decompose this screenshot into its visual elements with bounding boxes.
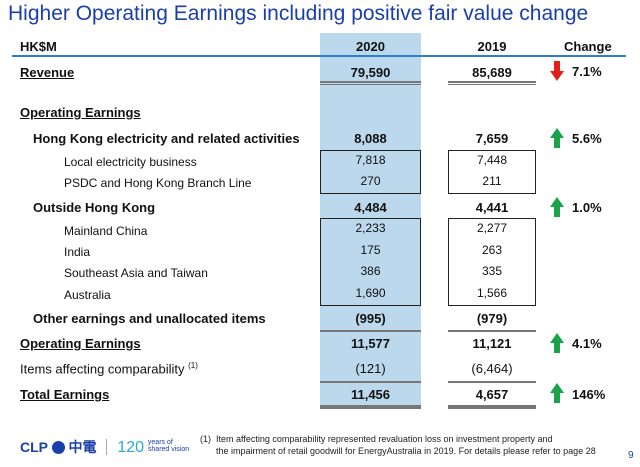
footnote-ref: (1): [188, 361, 198, 370]
rule: [448, 381, 536, 383]
header-divider: [12, 55, 626, 57]
value-2020: 8,088: [354, 131, 387, 146]
up-arrow-icon: [550, 197, 564, 217]
col-2019-header: 2019: [477, 39, 507, 54]
row-label-total-earnings: Total Earnings: [20, 387, 110, 402]
change-value: 5.6%: [572, 131, 602, 146]
row-label: Other earnings and unallocated items: [33, 311, 266, 326]
col-change-header: Change: [564, 39, 612, 54]
value-2019: 2,277: [476, 221, 508, 235]
value-2020: (995): [355, 311, 386, 326]
value-2019: 7,659: [475, 131, 509, 146]
row-label: Southeast Asia and Taiwan: [64, 266, 208, 280]
logo-divider: [106, 439, 108, 455]
sub-box-2019: [448, 218, 536, 306]
clp-logo: CLP 中電 120 years of shared vision: [20, 437, 192, 457]
rule: [320, 330, 421, 332]
value-2020: 11,577: [350, 336, 391, 351]
page-title: Higher Operating Earnings including posi…: [8, 2, 589, 25]
double-rule: [448, 81, 536, 85]
value-2020: 2,233: [355, 221, 386, 235]
value-2019: 1,566: [476, 286, 508, 300]
up-arrow-icon: [550, 383, 564, 403]
logo-tagline: years of shared vision: [147, 439, 190, 453]
value-2019: 7,448: [476, 153, 508, 167]
value-2019: 85,689: [472, 65, 512, 80]
footnote-marker: (1): [200, 434, 211, 444]
footnote-line-1: Item affecting comparability represented…: [216, 434, 553, 444]
value-2019: 4,657: [475, 387, 509, 402]
row-label: Local electricity business: [64, 155, 197, 169]
value-2019: 4,441: [475, 200, 509, 215]
row-label: Mainland China: [64, 224, 148, 238]
sub-box-2020: [320, 150, 421, 194]
row-label-operating-earnings-total: Operating Earnings: [20, 336, 141, 351]
row-label: Hong Kong electricity and related activi…: [33, 131, 300, 146]
value-2019: 335: [481, 264, 503, 278]
up-arrow-icon: [550, 128, 564, 148]
row-label: Items affecting comparability (1): [20, 361, 198, 376]
value-2020: (121): [355, 361, 386, 376]
row-label: Outside Hong Kong: [33, 200, 156, 215]
change-value: 7.1%: [572, 64, 602, 79]
logo-brand: CLP: [20, 439, 48, 455]
down-arrow-icon: [550, 61, 564, 81]
thick-rule: [320, 405, 421, 409]
rule: [320, 381, 421, 383]
up-arrow-icon: [550, 333, 564, 353]
change-value: 146%: [572, 387, 606, 402]
row-label-text: Items affecting comparability: [20, 361, 185, 377]
logo-anniversary: 120: [117, 439, 145, 456]
change-value: 1.0%: [572, 200, 602, 215]
row-label-revenue: Revenue: [20, 65, 75, 80]
value-2020: 175: [360, 243, 381, 257]
logo-chinese: 中電: [68, 439, 97, 455]
unit-header: HK$M: [20, 39, 57, 54]
value-2019: (6,464): [471, 361, 513, 376]
value-2020: 4,484: [354, 200, 387, 215]
row-label: India: [64, 245, 91, 259]
double-rule: [320, 81, 421, 85]
sub-box-2019: [448, 150, 536, 194]
row-label: PSDC and Hong Kong Branch Line: [64, 176, 252, 190]
value-2019: 11,121: [472, 336, 512, 351]
row-label: Australia: [64, 288, 111, 302]
value-2019: (979): [476, 311, 508, 326]
value-2020: 1,690: [355, 286, 386, 300]
sub-box-2020: [320, 218, 421, 306]
value-2020: 7,818: [355, 153, 386, 167]
value-2020: 270: [360, 174, 381, 188]
thick-rule: [448, 405, 536, 409]
rule: [448, 330, 536, 332]
value-2020: 11,456: [350, 387, 391, 402]
value-2020: 386: [360, 264, 381, 278]
highlight-2020-column: [320, 33, 421, 409]
value-2019: 211: [482, 174, 502, 188]
value-2019: 263: [481, 243, 503, 257]
change-value: 4.1%: [572, 336, 602, 351]
value-2020: 79,590: [350, 65, 391, 80]
col-2020-header: 2020: [356, 39, 385, 54]
page-number: 9: [628, 450, 634, 461]
logo-circle-icon: [51, 441, 65, 454]
footnote-line-2: the impairment of retail goodwill for En…: [216, 446, 596, 456]
section-heading-operating-earnings: Operating Earnings: [20, 105, 141, 120]
